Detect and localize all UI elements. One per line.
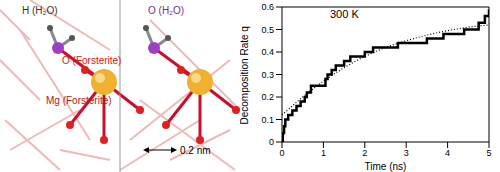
svg-text:0.4: 0.4 [261,47,274,57]
svg-text:0.2 nm: 0.2 nm [180,145,211,156]
svg-text:O (Forsterite): O (Forsterite) [62,55,121,66]
svg-text:0.3: 0.3 [261,70,274,80]
svg-text:2: 2 [362,148,367,158]
svg-text:0: 0 [269,137,274,147]
svg-text:3: 3 [404,148,409,158]
svg-text:0.6: 0.6 [261,2,274,12]
svg-text:0.5: 0.5 [261,25,274,35]
html-text:300 K: 300 K [330,8,359,20]
svg-text:O (H₂O): O (H₂O) [148,5,184,16]
svg-text:0: 0 [279,148,284,158]
svg-text:4: 4 [445,148,450,158]
svg-text:Mg (Forsterite): Mg (Forsterite) [46,95,112,106]
svg-text:Decomposition Rate q: Decomposition Rate q [240,26,250,124]
svg-text:H (H₂O): H (H₂O) [22,5,58,16]
svg-text:0.2: 0.2 [261,92,274,102]
svg-text:1: 1 [321,148,326,158]
svg-text:0.1: 0.1 [261,115,274,125]
svg-text:5: 5 [486,148,491,158]
svg-text:Time (ns): Time (ns) [365,161,407,172]
